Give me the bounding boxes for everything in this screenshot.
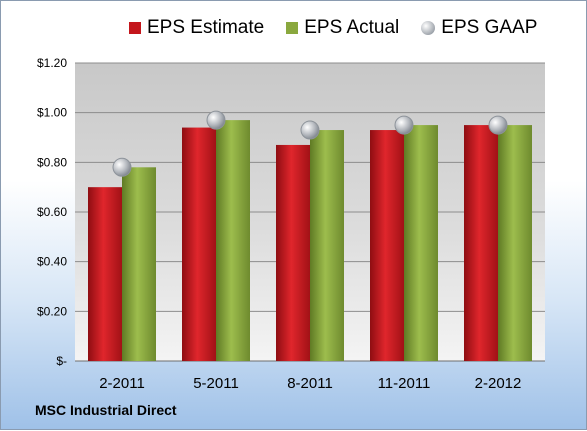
x-tick-label: 8-2011 xyxy=(287,375,333,392)
legend-item-estimate: EPS Estimate xyxy=(129,17,264,39)
y-tick-label: $0.60 xyxy=(37,205,67,219)
bars xyxy=(88,120,532,361)
gaap-markers xyxy=(112,110,508,177)
eps-gaap-marker xyxy=(394,115,414,135)
x-tick-label: 11-2011 xyxy=(378,375,431,392)
y-tick-label: $1.00 xyxy=(37,106,67,120)
eps-gaap-marker xyxy=(488,115,508,135)
estimate-swatch xyxy=(129,22,141,34)
legend-label-estimate: EPS Estimate xyxy=(147,17,265,38)
eps-gaap-marker xyxy=(300,120,320,140)
eps-actual-bar xyxy=(404,125,438,361)
y-tick-label: $- xyxy=(56,354,67,368)
x-tick-label: 2-2011 xyxy=(99,375,145,392)
y-axis-ticks: $- $0.20 $0.40 $0.60 $0.80 $1.00 $1.20 xyxy=(37,56,67,368)
y-tick-label: $0.80 xyxy=(37,155,67,169)
x-axis-ticks: 2-2011 5-2011 8-2011 11-2011 2-2012 xyxy=(99,375,521,392)
x-tick-label: 2-2012 xyxy=(475,375,522,392)
legend-label-gaap: EPS GAAP xyxy=(441,17,538,38)
eps-actual-bar xyxy=(498,125,532,361)
eps-estimate-bar xyxy=(464,125,498,361)
eps-estimate-bar xyxy=(182,127,216,361)
eps-actual-bar xyxy=(310,130,344,361)
eps-estimate-bar xyxy=(276,144,310,361)
y-tick-label: $1.20 xyxy=(37,56,67,70)
eps-gaap-marker xyxy=(112,157,132,177)
eps-actual-bar xyxy=(122,167,156,361)
actual-swatch xyxy=(286,22,299,34)
x-tick-label: 5-2011 xyxy=(193,375,239,392)
legend-item-gaap: EPS GAAP xyxy=(421,17,537,39)
eps-estimate-bar xyxy=(88,187,122,361)
legend-item-actual: EPS Actual xyxy=(286,17,399,39)
company-name: MSC Industrial Direct xyxy=(35,402,177,418)
legend-label-actual: EPS Actual xyxy=(304,17,400,38)
eps-actual-bar xyxy=(216,120,250,361)
eps-gaap-marker xyxy=(206,110,226,130)
y-tick-label: $0.40 xyxy=(37,255,67,269)
eps-estimate-bar xyxy=(370,130,404,361)
y-tick-label: $0.20 xyxy=(37,304,67,318)
gaap-swatch xyxy=(421,21,436,35)
legend: EPS Estimate EPS Actual EPS GAAP xyxy=(129,17,559,39)
